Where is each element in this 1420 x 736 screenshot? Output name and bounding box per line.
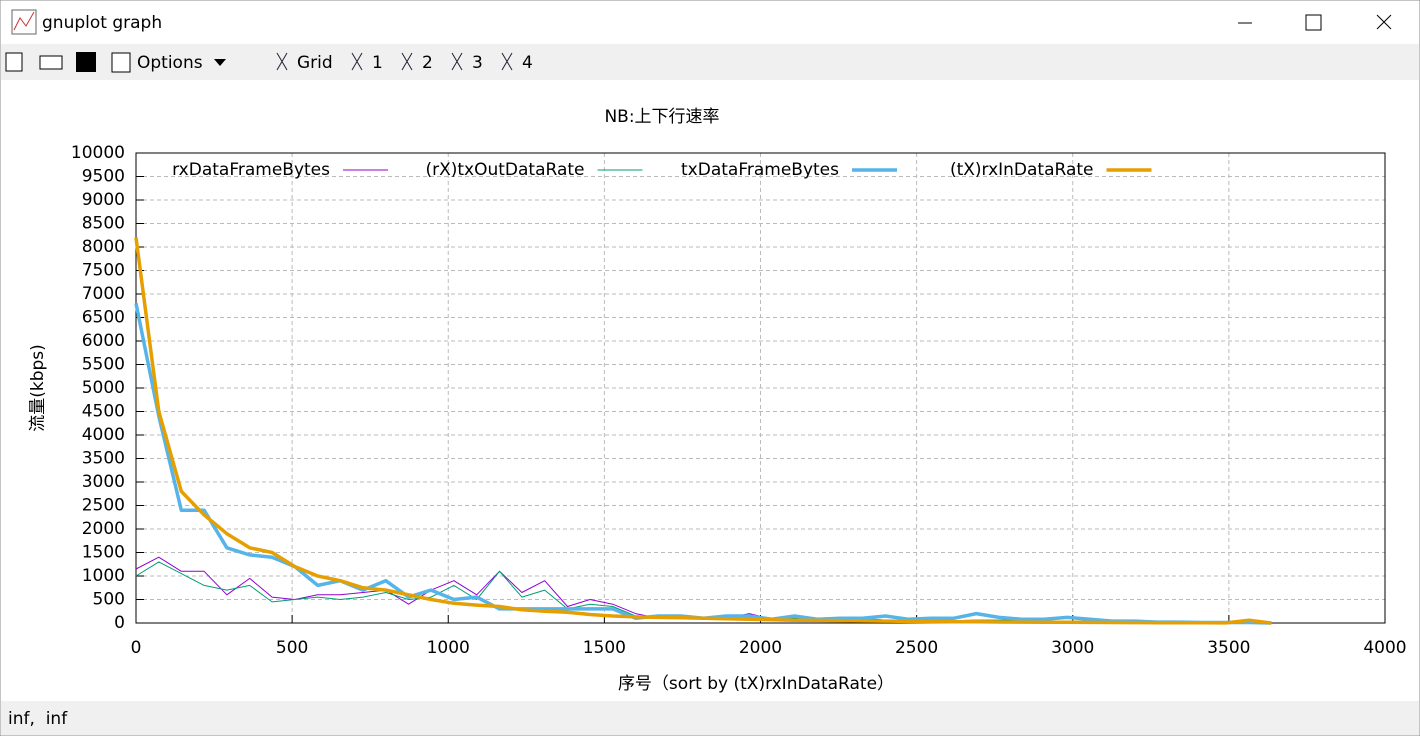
x-tick-label: 2000 bbox=[739, 638, 782, 658]
toolbar-item[interactable]: 1 bbox=[372, 53, 383, 73]
status-text: inf, inf bbox=[8, 709, 68, 729]
save-button[interactable] bbox=[76, 52, 96, 72]
x-tick-label: 500 bbox=[276, 638, 308, 658]
legend-label: txDataFrameBytes bbox=[681, 160, 839, 180]
x-tick-label: 2500 bbox=[895, 638, 938, 658]
x-tick-label: 3500 bbox=[1207, 638, 1250, 658]
app-icon-line bbox=[13, 11, 35, 31]
y-tick-label: 7000 bbox=[82, 284, 125, 304]
legend-label: (rX)txOutDataRate bbox=[425, 160, 584, 180]
plot-border bbox=[135, 152, 1386, 624]
chart-title: NB:上下行速率 bbox=[604, 107, 719, 127]
y-tick-label: 8500 bbox=[82, 214, 125, 234]
y-tick-label: 4500 bbox=[82, 402, 125, 422]
scissors-icon bbox=[401, 52, 413, 71]
toolbar-item[interactable]: 2 bbox=[422, 53, 433, 73]
y-tick-label: 4000 bbox=[82, 425, 125, 445]
maximize-button[interactable] bbox=[1305, 14, 1322, 31]
y-tick-label: 9500 bbox=[82, 167, 125, 187]
scissors-icon bbox=[351, 52, 363, 71]
scissors-icon bbox=[451, 52, 463, 71]
options-arrow[interactable] bbox=[214, 59, 226, 66]
x-tick-label: 1000 bbox=[427, 638, 470, 658]
x-tick-label: 1500 bbox=[583, 638, 626, 658]
y-tick-label: 9000 bbox=[82, 190, 125, 210]
legend-label: rxDataFrameBytes bbox=[172, 160, 330, 180]
y-tick-label: 6000 bbox=[82, 331, 125, 351]
y-tick-label: 10000 bbox=[71, 143, 125, 163]
app-icon bbox=[11, 9, 37, 35]
y-tick-label: 3000 bbox=[82, 472, 125, 492]
y-tick-label: 5000 bbox=[82, 378, 125, 398]
x-tick-label: 3000 bbox=[1051, 638, 1094, 658]
y-tick-label: 500 bbox=[93, 590, 125, 610]
y-tick-label: 3500 bbox=[82, 449, 125, 469]
y-tick-label: 7500 bbox=[82, 261, 125, 281]
close-button[interactable] bbox=[1376, 14, 1392, 30]
toolbar-item[interactable]: Grid bbox=[297, 53, 333, 73]
print-button[interactable] bbox=[39, 55, 63, 70]
window-title: gnuplot graph bbox=[42, 13, 162, 33]
y-tick-label: 0 bbox=[114, 613, 125, 633]
title-bar: gnuplot graph bbox=[11, 9, 1392, 35]
y-tick-label: 2000 bbox=[82, 519, 125, 539]
x-tick-label: 0 bbox=[131, 638, 142, 658]
y-tick-label: 6500 bbox=[82, 308, 125, 328]
y-tick-label: 2500 bbox=[82, 496, 125, 516]
legend-label: (tX)rxInDataRate bbox=[950, 160, 1094, 180]
toolbar bbox=[1, 44, 1419, 80]
toolbar-items: Grid 1 2 3 4 bbox=[276, 52, 533, 73]
status-bar bbox=[1, 701, 1419, 735]
y-tick-label: 5500 bbox=[82, 355, 125, 375]
options-icon[interactable] bbox=[111, 52, 131, 73]
options-menu[interactable]: Options bbox=[137, 53, 203, 73]
series-line bbox=[134, 237, 1272, 625]
toolbar-item[interactable]: 4 bbox=[522, 53, 533, 73]
y-tick-label: 1000 bbox=[82, 566, 125, 586]
plot: 0500100015002000250030003500400045005000… bbox=[71, 143, 1407, 658]
x-tick-label: 4000 bbox=[1363, 638, 1406, 658]
toolbar-icons: Options bbox=[5, 52, 226, 73]
toolbar-item[interactable]: 3 bbox=[472, 53, 483, 73]
copy-button[interactable] bbox=[5, 52, 23, 72]
scissors-icon bbox=[276, 52, 288, 71]
x-axis-label: 序号（sort by (tX)rxInDataRate） bbox=[618, 674, 894, 694]
scissors-icon bbox=[501, 52, 513, 71]
y-axis-label: 流量(kbps) bbox=[28, 344, 48, 432]
y-tick-label: 8000 bbox=[82, 237, 125, 257]
y-tick-label: 1500 bbox=[82, 543, 125, 563]
